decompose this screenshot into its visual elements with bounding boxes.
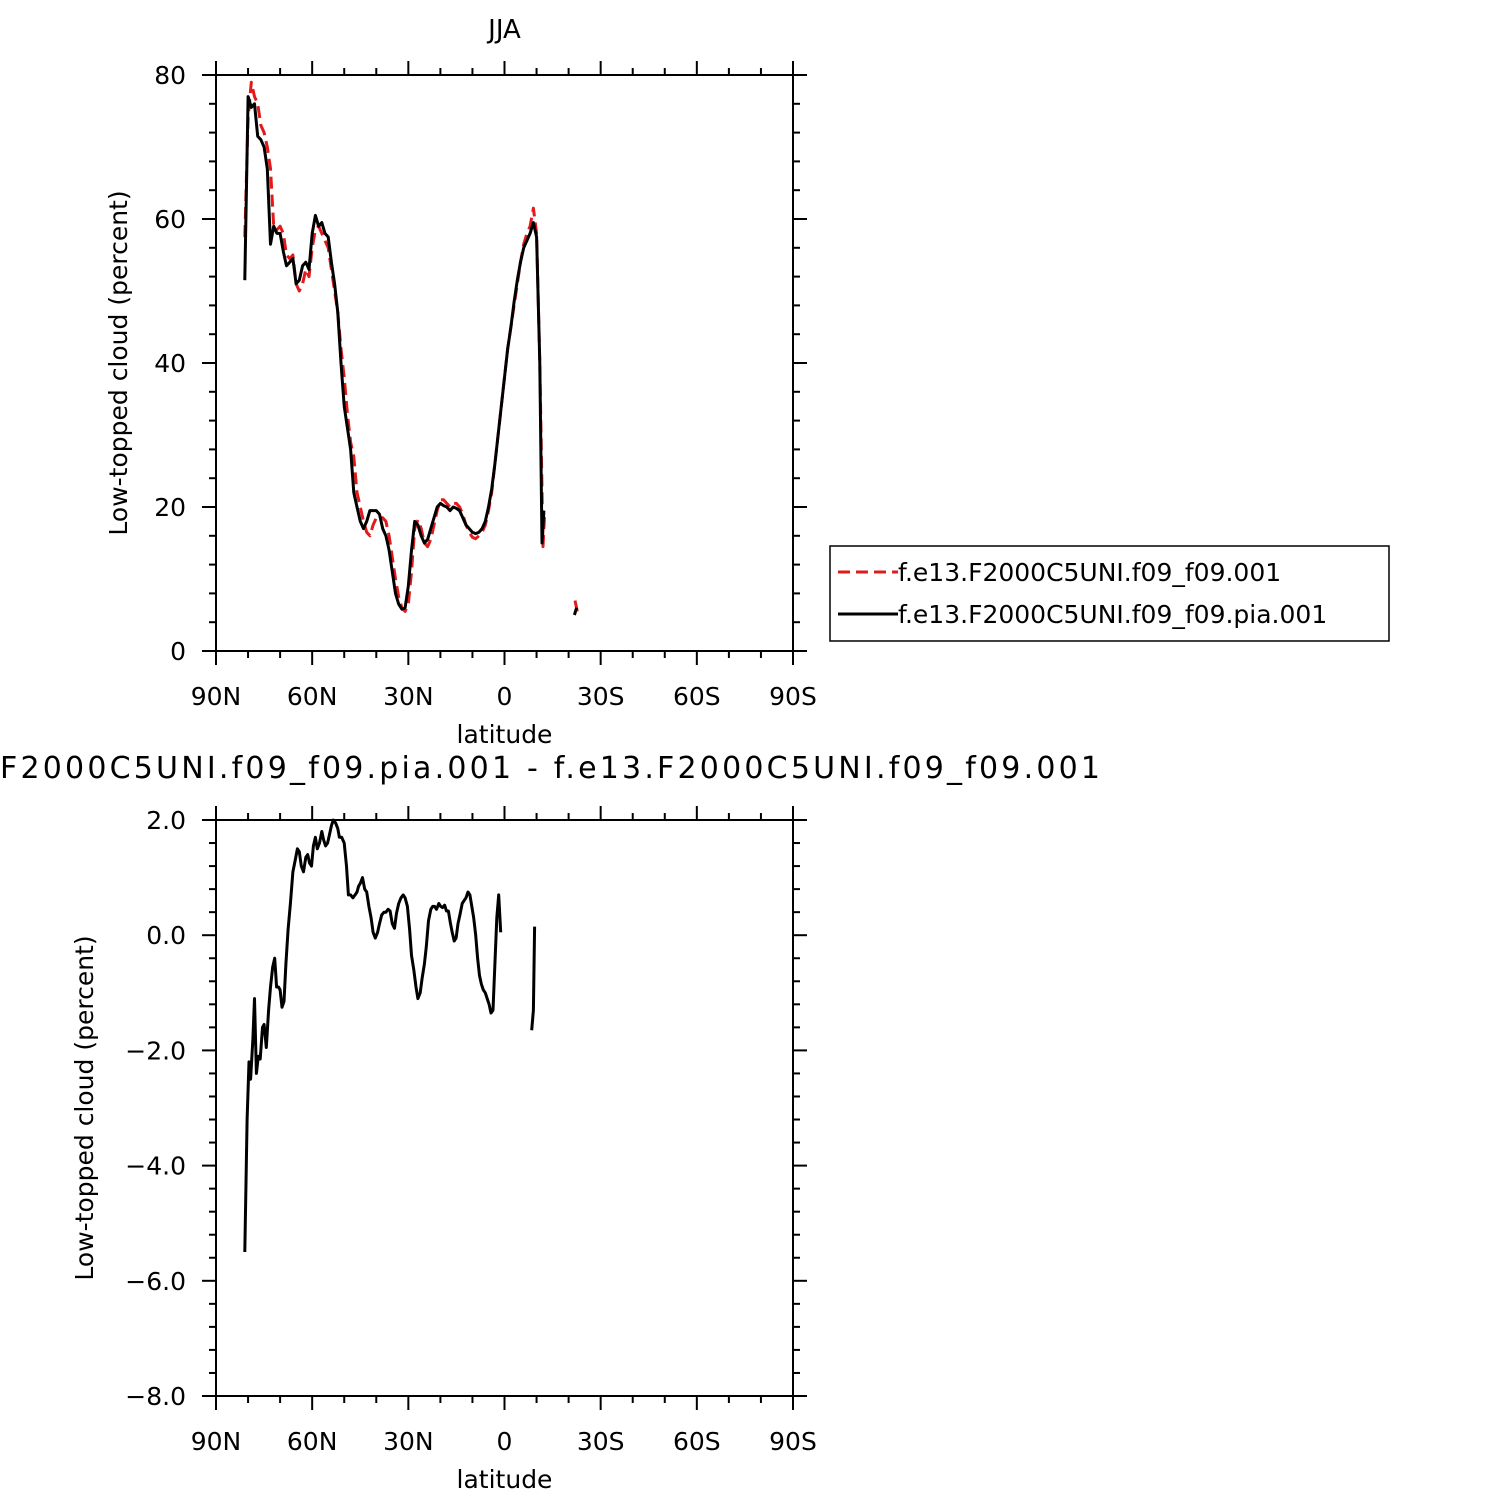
x-tick-label: 60N	[287, 1427, 338, 1456]
y-axis-label: Low-topped cloud (percent)	[70, 935, 99, 1280]
series-line	[243, 818, 503, 1253]
x-axis-label: latitude	[457, 720, 553, 749]
y-tick-label: 20	[154, 493, 186, 522]
y-tick-label: 40	[154, 349, 186, 378]
series-1	[243, 80, 579, 613]
plot-frame	[215, 819, 794, 1397]
x-tick-label: 0	[497, 682, 513, 711]
series-line	[572, 607, 579, 616]
bottom-panel: F2000C5UNI.f09_f09.pia.001 - f.e13.F2000…	[0, 751, 1100, 1494]
series-line	[530, 926, 537, 1031]
y-tick-label: 0	[170, 637, 186, 666]
y-tick-label: −4.0	[125, 1152, 186, 1181]
y-axis-label: Low-topped cloud (percent)	[104, 190, 133, 535]
chart-title: JJA	[486, 15, 521, 45]
y-tick-label: 60	[154, 205, 186, 234]
x-tick-label: 90S	[769, 682, 817, 711]
y-tick-label: 2.0	[146, 806, 186, 835]
x-tick-label: 60S	[673, 682, 721, 711]
series-1	[243, 818, 537, 1253]
legend-box	[829, 545, 1390, 642]
x-tick-label: 90N	[191, 682, 242, 711]
x-tick-label: 30N	[383, 1427, 434, 1456]
x-axis-label: latitude	[457, 1465, 553, 1494]
legend-label: f.e13.F2000C5UNI.f09_f09.001	[898, 558, 1281, 587]
x-tick-label: 30N	[383, 682, 434, 711]
x-tick-label: 0	[497, 1427, 513, 1456]
y-tick-label: 80	[154, 61, 186, 90]
y-tick-label: −6.0	[125, 1267, 186, 1296]
y-tick-label: −2.0	[125, 1036, 186, 1065]
series-line	[243, 80, 547, 613]
x-tick-label: 60N	[287, 682, 338, 711]
legend-label: f.e13.F2000C5UNI.f09_f09.pia.001	[898, 600, 1327, 629]
x-tick-label: 90S	[769, 1427, 817, 1456]
x-tick-label: 90N	[191, 1427, 242, 1456]
series-2	[243, 95, 579, 616]
plot-frame	[215, 74, 794, 652]
y-tick-label: 0.0	[146, 921, 186, 950]
y-tick-label: −8.0	[125, 1382, 186, 1411]
x-tick-label: 30S	[577, 682, 625, 711]
chart-title: F2000C5UNI.f09_f09.pia.001 - f.e13.F2000…	[0, 751, 1100, 786]
top-panel: JJA 0 20 40 60 80 90N 60N 30N 0 30S 60S 90S latitude L…	[104, 15, 817, 749]
x-tick-label: 30S	[577, 1427, 625, 1456]
x-tick-label: 60S	[673, 1427, 721, 1456]
series-line	[243, 95, 546, 611]
legend: f.e13.F2000C5UNI.f09_f09.001 f.e13.F2000C…	[829, 545, 1390, 642]
